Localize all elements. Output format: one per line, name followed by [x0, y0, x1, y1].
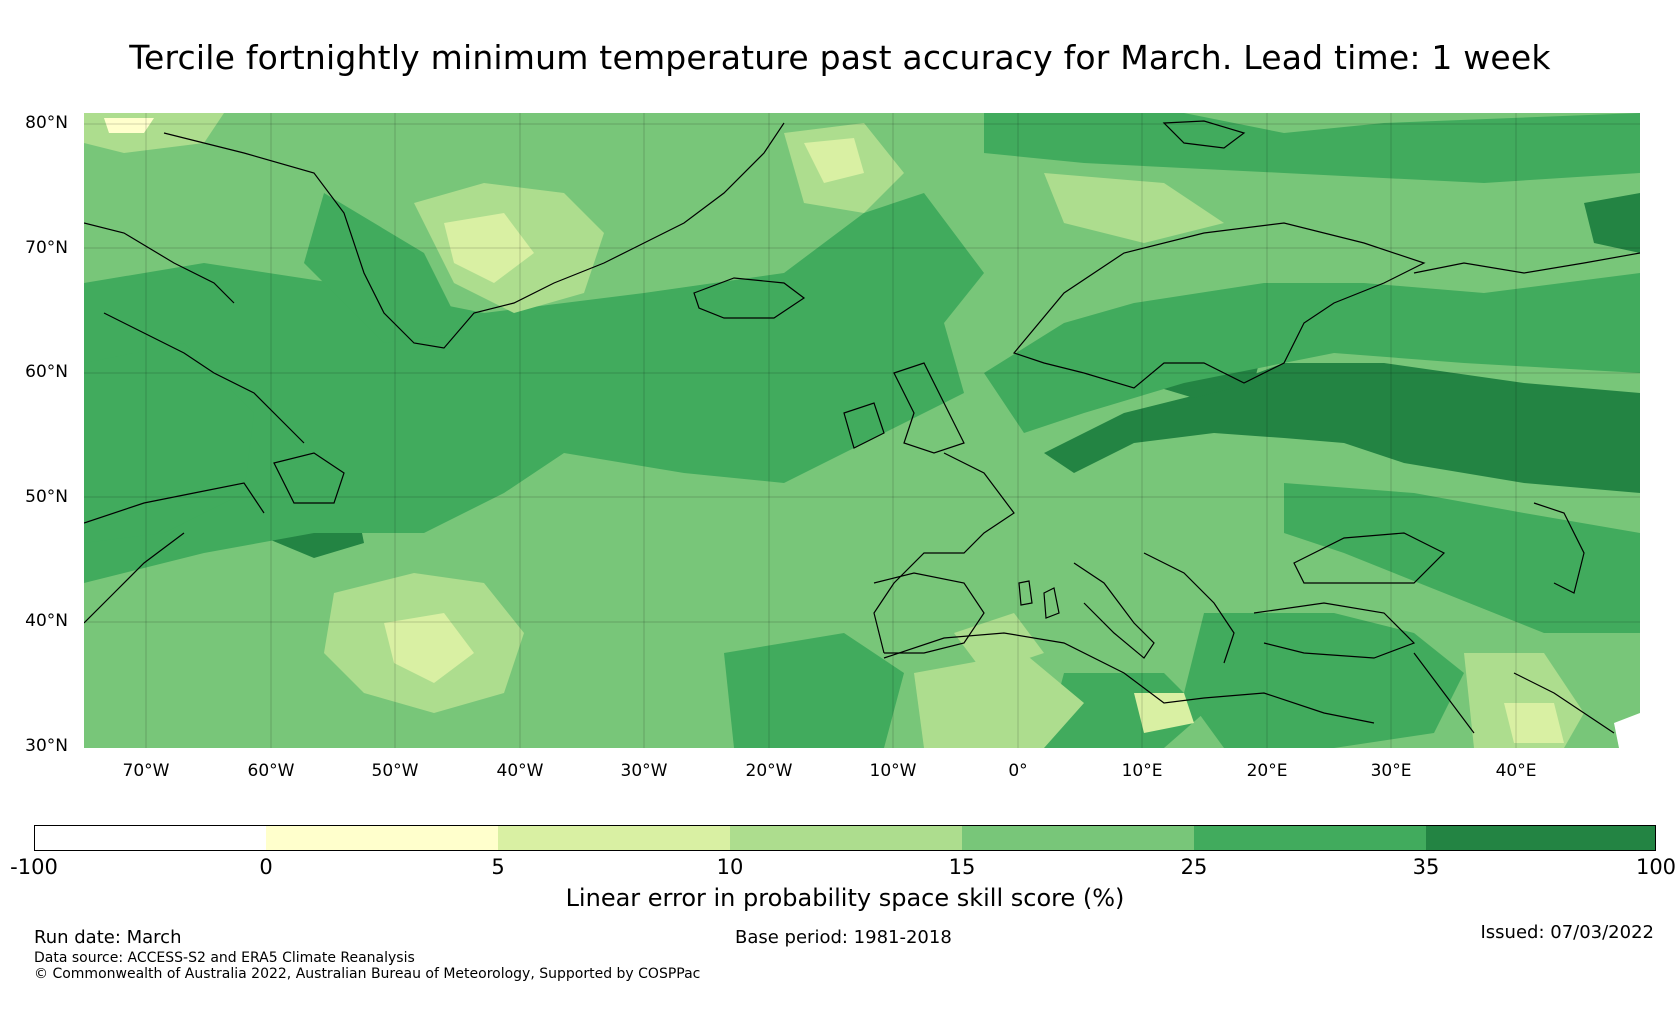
coast-balkans: [1143, 552, 1235, 664]
region-pale-mideast: [1504, 703, 1564, 743]
colorbar-svg: [34, 825, 1656, 851]
coast-svalbard: [1162, 120, 1246, 149]
coast-newfoundland: [273, 452, 345, 504]
coast-persian: [1513, 672, 1615, 734]
colorbar-tick-35: 35: [1412, 855, 1440, 879]
region-medium-europe-north: [984, 273, 1640, 433]
coast-iceland: [693, 277, 806, 319]
coast-italy: [1073, 562, 1155, 659]
coast-baffin: [84, 222, 235, 304]
lon-label-20e: 20°E: [1246, 761, 1288, 781]
colorbar-tick-100: 100: [1635, 855, 1677, 879]
coast-scandinavia: [1012, 222, 1426, 389]
region-dark-arctic-east: [1584, 193, 1640, 253]
coast-russia-north: [1413, 252, 1640, 274]
skill-map: [84, 113, 1640, 748]
lat-label-70n: 70°N: [25, 238, 68, 258]
coast-red-sea: [1413, 652, 1475, 734]
region-dark-scandinavia: [1044, 363, 1640, 493]
region-medium-north-africa: [1044, 673, 1204, 748]
region-medium-greenland-coast: [304, 193, 464, 343]
issued-date: Issued: 07/03/2022: [1480, 922, 1654, 943]
colorbar-tick-25: 25: [1180, 855, 1208, 879]
region-medium-labrador: [84, 343, 254, 543]
region-medium-north-atlantic: [84, 193, 984, 583]
lon-label-30w: 30°W: [620, 761, 668, 781]
coast-britain: [893, 362, 965, 454]
lon-label-30e: 30°E: [1370, 761, 1412, 781]
region-light-iberia: [954, 613, 1044, 673]
coast-turkey: [1253, 602, 1416, 659]
region-pale-africa: [1134, 693, 1194, 733]
chart-title: Tercile fortnightly minimum temperature …: [129, 38, 1551, 77]
colorbar-segment-2: [498, 825, 730, 851]
colorbar-segment-6: [1426, 825, 1656, 851]
lat-label-40n: 40°N: [25, 611, 68, 631]
colorbar-segment-5: [1194, 825, 1426, 851]
lon-label-0: 0°: [1008, 761, 1028, 781]
region-pale-greenland: [444, 213, 534, 283]
coast-labrador: [103, 312, 305, 444]
region-pale-arctic: [804, 138, 864, 183]
lon-label-10w: 10°W: [869, 761, 917, 781]
coast-med-islands: [1018, 580, 1060, 619]
colorbar-tick-minus100: -100: [10, 855, 58, 879]
region-medium-east-europe: [1284, 483, 1640, 633]
coast-iberia: [873, 572, 985, 654]
colorbar-tick-15: 15: [948, 855, 976, 879]
colorbar-label: Linear error in probability space skill …: [565, 884, 1125, 912]
copyright: © Commonwealth of Australia 2022, Austra…: [34, 966, 701, 982]
region-pale-atlantic: [384, 613, 474, 683]
colorbar-tick-0: 0: [259, 855, 273, 879]
skill-regions: [84, 113, 1640, 748]
coast-ireland: [843, 402, 885, 449]
coast-black-sea: [1293, 532, 1446, 584]
data-source: Data source: ACCESS-S2 and ERA5 Climate …: [34, 950, 415, 966]
map-svg: [84, 113, 1640, 748]
lon-label-40e: 40°E: [1495, 761, 1537, 781]
coast-us-east: [84, 532, 185, 624]
coast-caspian: [1533, 502, 1585, 594]
region-medium-arctic-north: [984, 113, 1640, 183]
coast-greenland: [163, 122, 785, 349]
lat-label-60n: 60°N: [25, 362, 68, 382]
colorbar-segment-0: [34, 825, 266, 851]
colorbar-outline: [34, 825, 1656, 851]
lon-label-20w: 20°W: [745, 761, 793, 781]
base-period: Base period: 1981-2018: [735, 927, 952, 948]
region-medium-med-east: [1184, 613, 1464, 748]
lon-label-40w: 40°W: [496, 761, 544, 781]
run-date: Run date: March: [34, 927, 182, 948]
coastlines: [84, 120, 1640, 734]
colorbar-segment-1: [266, 825, 498, 851]
lat-label-80n: 80°N: [25, 113, 68, 133]
region-medium-subtropics: [724, 633, 904, 748]
coast-europe-west: [873, 452, 1015, 654]
colorbar-segment-4: [962, 825, 1194, 851]
lon-label-50w: 50°W: [371, 761, 419, 781]
colorbar-segment-3: [730, 825, 962, 851]
region-white-arabia: [1614, 713, 1640, 748]
coast-north-africa: [883, 632, 1375, 724]
lat-label-30n: 30°N: [25, 736, 68, 756]
region-light-sahara: [914, 653, 1084, 748]
colorbar: [34, 825, 1656, 851]
coast-nova-scotia: [84, 482, 265, 524]
colorbar-tick-10: 10: [716, 855, 744, 879]
graticule: [84, 113, 1640, 748]
lon-label-70w: 70°W: [122, 761, 170, 781]
lon-label-60w: 60°W: [247, 761, 295, 781]
region-light-svalbard: [1044, 173, 1224, 243]
lon-label-10e: 10°E: [1121, 761, 1163, 781]
lat-label-50n: 50°N: [25, 487, 68, 507]
colorbar-tick-5: 5: [491, 855, 505, 879]
region-pale-west: [104, 118, 154, 133]
